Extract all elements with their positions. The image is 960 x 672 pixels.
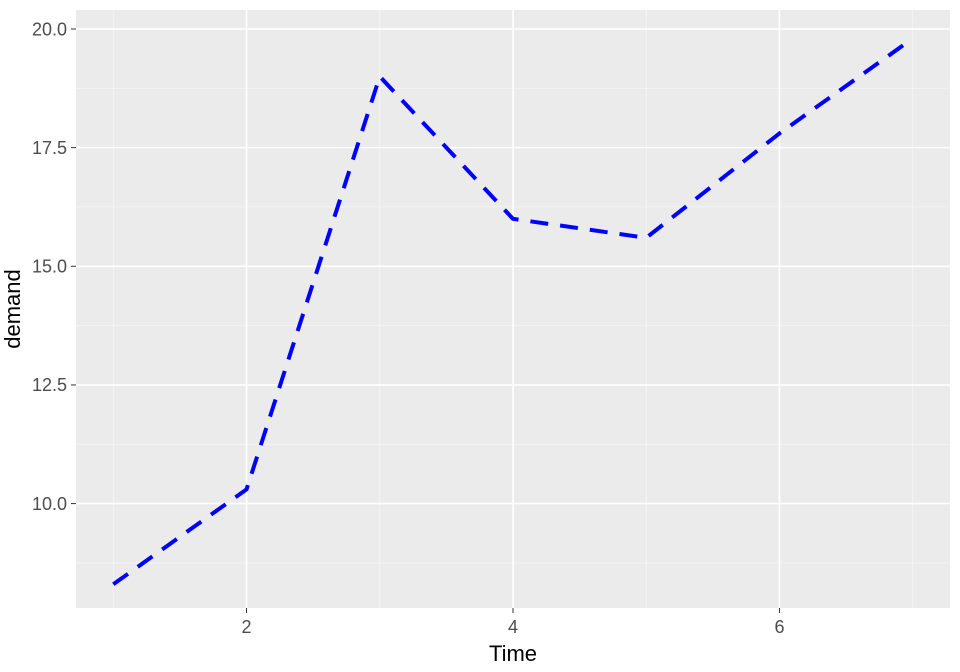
x-tick-label: 4	[508, 617, 518, 637]
y-tick-label: 20.0	[32, 19, 67, 39]
y-tick-label: 10.0	[32, 494, 67, 514]
y-tick-label: 15.0	[32, 257, 67, 277]
chart-container: 2 4 6 10.0 12.5 15.0 17.5 20.0 Time demand	[0, 0, 960, 672]
x-tick-label: 2	[242, 617, 252, 637]
x-tick-label: 6	[774, 617, 784, 637]
y-tick-label: 12.5	[32, 375, 67, 395]
y-tick-label: 17.5	[32, 138, 67, 158]
line-chart: 2 4 6 10.0 12.5 15.0 17.5 20.0 Time demand	[0, 0, 960, 672]
x-axis-title: Time	[489, 641, 537, 666]
y-axis-title: demand	[0, 269, 25, 349]
